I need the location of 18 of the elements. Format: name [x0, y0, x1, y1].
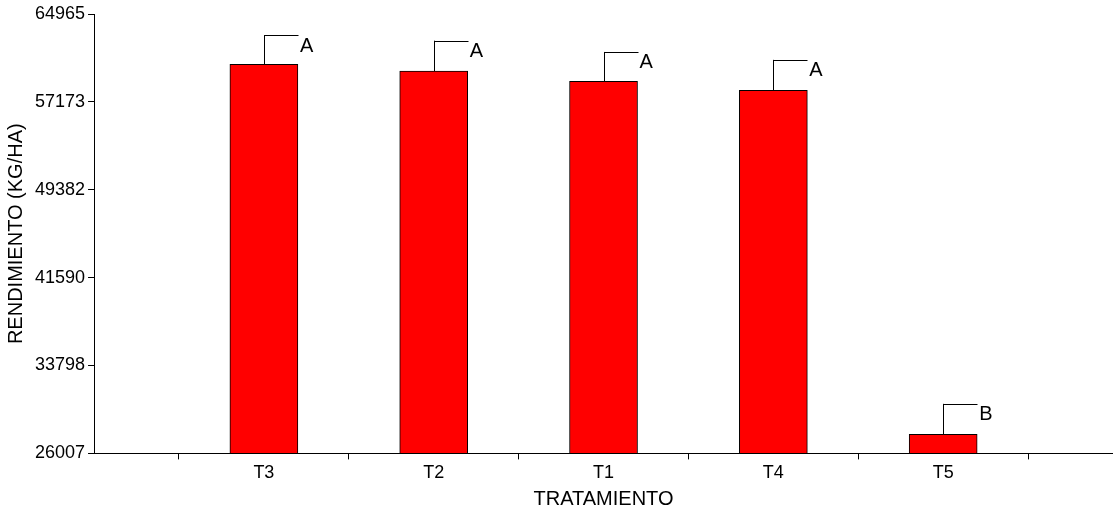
- y-tick-label: 57173: [34, 90, 86, 111]
- annotation: A: [469, 39, 484, 62]
- y-tick-label: 33798: [34, 354, 86, 375]
- y-tick-label: 41590: [34, 266, 86, 287]
- annotation: A: [299, 33, 314, 56]
- x-tick-label: T3: [253, 462, 275, 483]
- x-axis-title: TRATAMIENTO: [533, 486, 674, 509]
- y-tick-label: 64965: [34, 2, 86, 23]
- x-tick-label: T1: [593, 462, 615, 483]
- annotation: A: [639, 50, 654, 73]
- annotation: A: [809, 58, 824, 81]
- y-tick-label: 49382: [34, 178, 86, 199]
- y-axis-title: RENDIMIENTO (KG/HA): [3, 123, 26, 345]
- x-tick-label: T4: [762, 462, 784, 483]
- x-tick-label: T5: [932, 462, 954, 483]
- y-tick-label: 26007: [34, 442, 86, 463]
- annotation: B: [979, 402, 993, 425]
- x-tick-label: T2: [423, 462, 445, 483]
